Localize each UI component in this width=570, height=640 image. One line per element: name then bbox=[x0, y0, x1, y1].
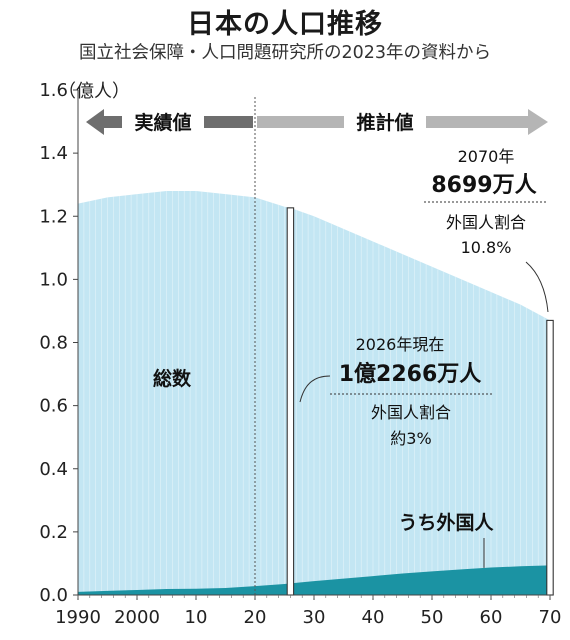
y-tick-label: 1.0 bbox=[39, 269, 68, 290]
annotation-2070-ratio: 10.8% bbox=[461, 238, 512, 257]
annotation-2070-label: 2070年 bbox=[458, 147, 515, 166]
series-label-foreign: うち外国人 bbox=[398, 511, 494, 534]
y-tick-label: 1.2 bbox=[39, 206, 68, 227]
annotation-2026-label: 2026年現在 bbox=[356, 335, 445, 354]
projected-label-bg bbox=[344, 108, 426, 136]
bar-2070-highlight bbox=[546, 319, 554, 596]
x-tick-label: 20 bbox=[244, 607, 267, 628]
x-tick-label: 70 bbox=[539, 607, 562, 628]
x-tick-label: 1990 bbox=[55, 607, 101, 628]
actual-label-bg bbox=[122, 108, 204, 136]
annotations: 実績値 推計値総数うち外国人2026年現在1億2266万人外国人割合約3%2070… bbox=[86, 108, 549, 568]
annotation-2026-leader bbox=[299, 375, 331, 403]
projected-label: 推計値 bbox=[356, 111, 413, 134]
annotation-2026-ratio-label: 外国人割合 bbox=[371, 403, 451, 422]
annotation-2070-ratio-label: 外国人割合 bbox=[446, 213, 526, 232]
y-tick-label: 0.2 bbox=[39, 522, 68, 543]
series-label-total: 総数 bbox=[153, 367, 192, 390]
plot-area bbox=[78, 191, 554, 596]
axes: 0.0 0.2 0.4 0.6 0.8 1.0 1.2 1.4 1.6（億人） 1990 2000 1… bbox=[39, 80, 561, 628]
annotation-2070-value: 8699万人 bbox=[431, 173, 536, 198]
foreign-population-area bbox=[78, 565, 550, 595]
y-tick-label: 1.4 bbox=[39, 143, 68, 164]
chart-subtitle: 国立社会保障・人口問題研究所の2023年の資料から bbox=[78, 43, 492, 63]
x-tick-label: 40 bbox=[362, 607, 385, 628]
y-tick-label: 0.0 bbox=[39, 585, 68, 606]
bar-2026-highlight bbox=[286, 207, 295, 596]
x-tick-label: 60 bbox=[480, 607, 503, 628]
x-tick-label: 10 bbox=[185, 607, 208, 628]
chart-title: 日本の人口推移 bbox=[187, 9, 383, 40]
y-tick-label: 0.4 bbox=[39, 459, 68, 480]
annotation-2026-ratio: 約3% bbox=[390, 429, 431, 448]
annotation-2070-leader bbox=[525, 261, 549, 313]
actual-label: 実績値 bbox=[134, 111, 191, 134]
x-tick-label: 50 bbox=[421, 607, 444, 628]
x-tick-label: 2000 bbox=[114, 607, 160, 628]
annotation-2026-value: 1億2266万人 bbox=[339, 361, 482, 387]
y-tick-label: 0.8 bbox=[39, 333, 68, 354]
y-axis-label: （億人） bbox=[58, 81, 130, 102]
y-tick-label: 0.6 bbox=[39, 396, 68, 417]
x-tick-label: 30 bbox=[303, 607, 326, 628]
y-tick-label: 1.6 bbox=[39, 80, 68, 101]
